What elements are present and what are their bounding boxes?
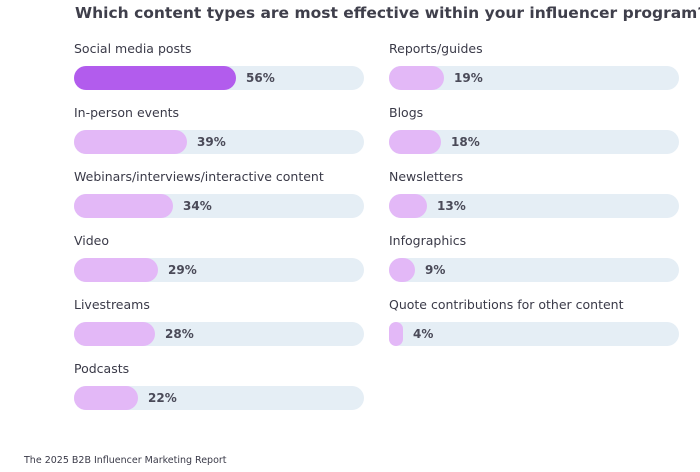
- category-label: In-person events: [74, 105, 180, 120]
- bar-fill: [74, 386, 138, 410]
- bar-fill: [74, 194, 173, 218]
- bar-track: 4%: [389, 322, 679, 346]
- category-label: Reports/guides: [389, 41, 483, 56]
- bar-item: Video 29%: [74, 233, 364, 283]
- bar-item: Infographics 9%: [389, 233, 679, 283]
- bar-item: Reports/guides 19%: [389, 41, 679, 91]
- category-label: Newsletters: [389, 169, 464, 184]
- bar-item: Livestreams 28%: [74, 297, 364, 347]
- value-label: 4%: [413, 327, 434, 341]
- category-label: Video: [74, 233, 110, 248]
- bar-track: 9%: [389, 258, 679, 282]
- category-label: Quote contributions for other content: [389, 297, 624, 312]
- value-label: 34%: [183, 199, 212, 213]
- value-label: 13%: [437, 199, 466, 213]
- value-label: 56%: [246, 71, 275, 85]
- bar-track: 39%: [74, 130, 364, 154]
- bar-track: 22%: [74, 386, 364, 410]
- category-label: Blogs: [389, 105, 424, 120]
- bar-track: 13%: [389, 194, 679, 218]
- bar-fill: [389, 194, 427, 218]
- bar-track: 34%: [74, 194, 364, 218]
- bar-fill: [74, 322, 155, 346]
- bar-track: 56%: [74, 66, 364, 90]
- value-label: 18%: [451, 135, 480, 149]
- value-label: 19%: [454, 71, 483, 85]
- bar-item: Webinars/interviews/interactive content 3…: [74, 169, 364, 219]
- value-label: 22%: [148, 391, 177, 405]
- value-label: 28%: [165, 327, 194, 341]
- category-label: Social media posts: [74, 41, 192, 56]
- bar-fill: [389, 322, 403, 346]
- bar-item: Newsletters 13%: [389, 169, 679, 219]
- category-label: Infographics: [389, 233, 467, 248]
- bar-item: In-person events 39%: [74, 105, 364, 155]
- bar-track: 18%: [389, 130, 679, 154]
- value-label: 9%: [425, 263, 446, 277]
- chart-title: Which content types are most effective w…: [75, 4, 700, 22]
- bar-item: Quote contributions for other content 4%: [389, 297, 679, 347]
- bar-fill: [389, 130, 441, 154]
- bar-fill: [74, 66, 236, 90]
- value-label: 29%: [168, 263, 197, 277]
- value-label: 39%: [197, 135, 226, 149]
- category-label: Livestreams: [74, 297, 150, 312]
- bar-track: 28%: [74, 322, 364, 346]
- bar-fill: [389, 258, 415, 282]
- bar-track: 29%: [74, 258, 364, 282]
- source-note: The 2025 B2B Influencer Marketing Report: [24, 455, 227, 466]
- bar-item: Blogs 18%: [389, 105, 679, 155]
- bar-item: Podcasts 22%: [74, 361, 364, 411]
- category-label: Webinars/interviews/interactive content: [74, 169, 324, 184]
- bar-fill: [74, 130, 187, 154]
- bar-fill: [389, 66, 444, 90]
- category-label: Podcasts: [74, 361, 130, 376]
- bar-track: 19%: [389, 66, 679, 90]
- bar-chart: Social media posts 56% In-person events 39%…: [74, 41, 679, 411]
- bar-item: Social media posts 56%: [74, 41, 364, 91]
- bar-fill: [74, 258, 158, 282]
